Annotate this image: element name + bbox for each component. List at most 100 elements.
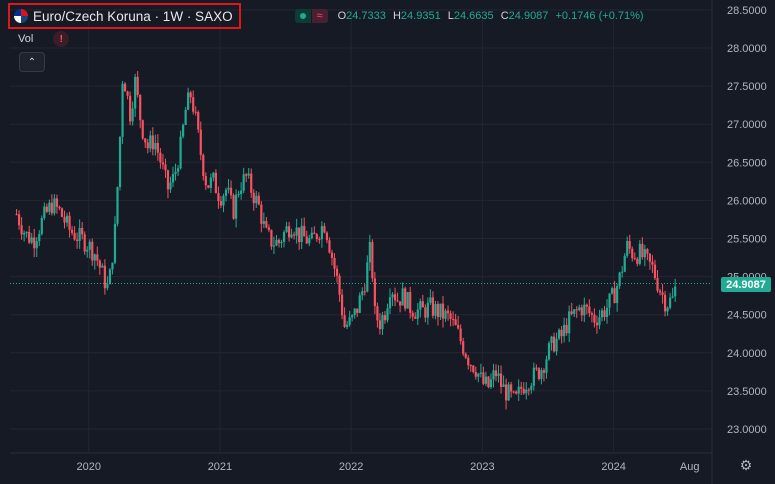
- candle-body: [116, 187, 119, 224]
- candle-body: [68, 215, 71, 230]
- candle-body: [176, 168, 180, 172]
- candle-body: [184, 109, 187, 125]
- candle-body: [618, 272, 621, 287]
- candle-body: [641, 243, 644, 258]
- y-tick-label: 24.5000: [727, 310, 767, 322]
- candle-body: [643, 249, 646, 258]
- candle-body: [530, 385, 533, 390]
- candle-body: [515, 391, 518, 394]
- candle-body: [674, 286, 677, 297]
- candle-body: [603, 310, 606, 318]
- candle-body: [323, 226, 326, 233]
- candle-body: [287, 226, 291, 238]
- candle-body: [272, 245, 276, 247]
- change-value: +0.1746 (+0.71%): [555, 10, 644, 22]
- candle-body: [111, 262, 114, 270]
- candle-body: [161, 162, 165, 165]
- candle-body: [411, 312, 414, 317]
- candle-body: [414, 316, 417, 319]
- candle-body: [217, 193, 220, 202]
- candle-body: [363, 291, 366, 293]
- candle-body: [371, 242, 374, 279]
- candle-body: [166, 170, 170, 190]
- time-axis[interactable]: 2020 2021 2022 2023 2024 Aug: [76, 461, 699, 473]
- candle-body: [318, 238, 321, 240]
- candle-body: [621, 271, 624, 273]
- candle-body: [351, 315, 354, 318]
- candle-body: [631, 248, 634, 259]
- candle-body: [136, 76, 139, 95]
- volume-alert-icon[interactable]: !: [53, 31, 70, 47]
- y-tick-label: 23.0000: [727, 424, 767, 436]
- low-label: L: [447, 10, 454, 22]
- candle-body: [563, 324, 566, 337]
- candle-body: [154, 142, 157, 150]
- candle-body: [575, 309, 578, 311]
- candle-body: [610, 288, 614, 294]
- candle-body: [229, 187, 233, 196]
- candle-body: [626, 241, 629, 256]
- high-value: 24.9351: [400, 10, 441, 22]
- candle-body: [391, 294, 394, 298]
- candle-body: [222, 195, 225, 206]
- candle-body: [507, 384, 510, 401]
- candle-body: [25, 231, 28, 233]
- candle-body: [76, 239, 79, 241]
- candle-body: [386, 308, 389, 321]
- candle-body: [63, 216, 66, 223]
- x-tick-label: 2021: [208, 461, 232, 473]
- candle-body: [525, 389, 528, 394]
- candle-body: [585, 304, 588, 307]
- candle-body: [499, 373, 503, 387]
- candle-body: [343, 315, 346, 327]
- candle-body: [149, 135, 152, 149]
- candle-body: [651, 261, 654, 265]
- candle-body: [131, 108, 134, 122]
- candle-body: [527, 389, 530, 391]
- candle-body: [446, 310, 450, 314]
- candle-body: [40, 218, 43, 234]
- candle-body: [204, 176, 207, 186]
- candle-body: [383, 315, 387, 321]
- candle-body: [101, 265, 104, 268]
- candle-body: [376, 306, 379, 321]
- candle-body: [409, 292, 412, 313]
- market-status[interactable]: ≈: [294, 9, 328, 23]
- symbol-title-box[interactable]: Euro/Czech Koruna · 1W · SAXO: [8, 3, 241, 29]
- candle-body: [580, 307, 583, 316]
- candle-body: [366, 262, 369, 292]
- candle-body: [88, 241, 91, 250]
- candle-body: [285, 226, 288, 233]
- candle-body: [83, 234, 86, 252]
- candle-body: [388, 297, 392, 309]
- price-axis[interactable]: 28.5000 28.0000 27.5000 27.0000 26.5000 26.00…: [727, 5, 767, 436]
- candle-body: [661, 292, 664, 295]
- candle-body: [540, 370, 543, 380]
- candle-body: [568, 311, 571, 334]
- candle-body: [174, 171, 177, 174]
- y-tick-label: 26.0000: [727, 195, 767, 207]
- candle-body: [93, 254, 96, 261]
- candle-body: [469, 365, 472, 367]
- gear-icon[interactable]: ⚙: [739, 457, 753, 473]
- candle-body: [426, 302, 429, 318]
- open-value: 24.7333: [346, 10, 386, 22]
- candle-body: [520, 386, 523, 389]
- candle-body: [70, 229, 74, 233]
- candle-body: [81, 227, 84, 235]
- candle-body: [472, 365, 475, 373]
- candle-body: [189, 92, 192, 98]
- candle-body: [494, 370, 498, 377]
- candle-body: [547, 343, 551, 360]
- currency-flag-icon: [14, 9, 28, 23]
- candle-body: [590, 313, 593, 315]
- candle-body: [335, 268, 339, 276]
- candle-body: [78, 227, 81, 241]
- candle-body: [129, 95, 132, 122]
- candle-body: [454, 319, 457, 326]
- candle-body: [212, 172, 215, 178]
- collapse-legend-button[interactable]: ⌃: [19, 52, 45, 72]
- candle-body: [30, 237, 33, 243]
- candle-body: [252, 192, 255, 204]
